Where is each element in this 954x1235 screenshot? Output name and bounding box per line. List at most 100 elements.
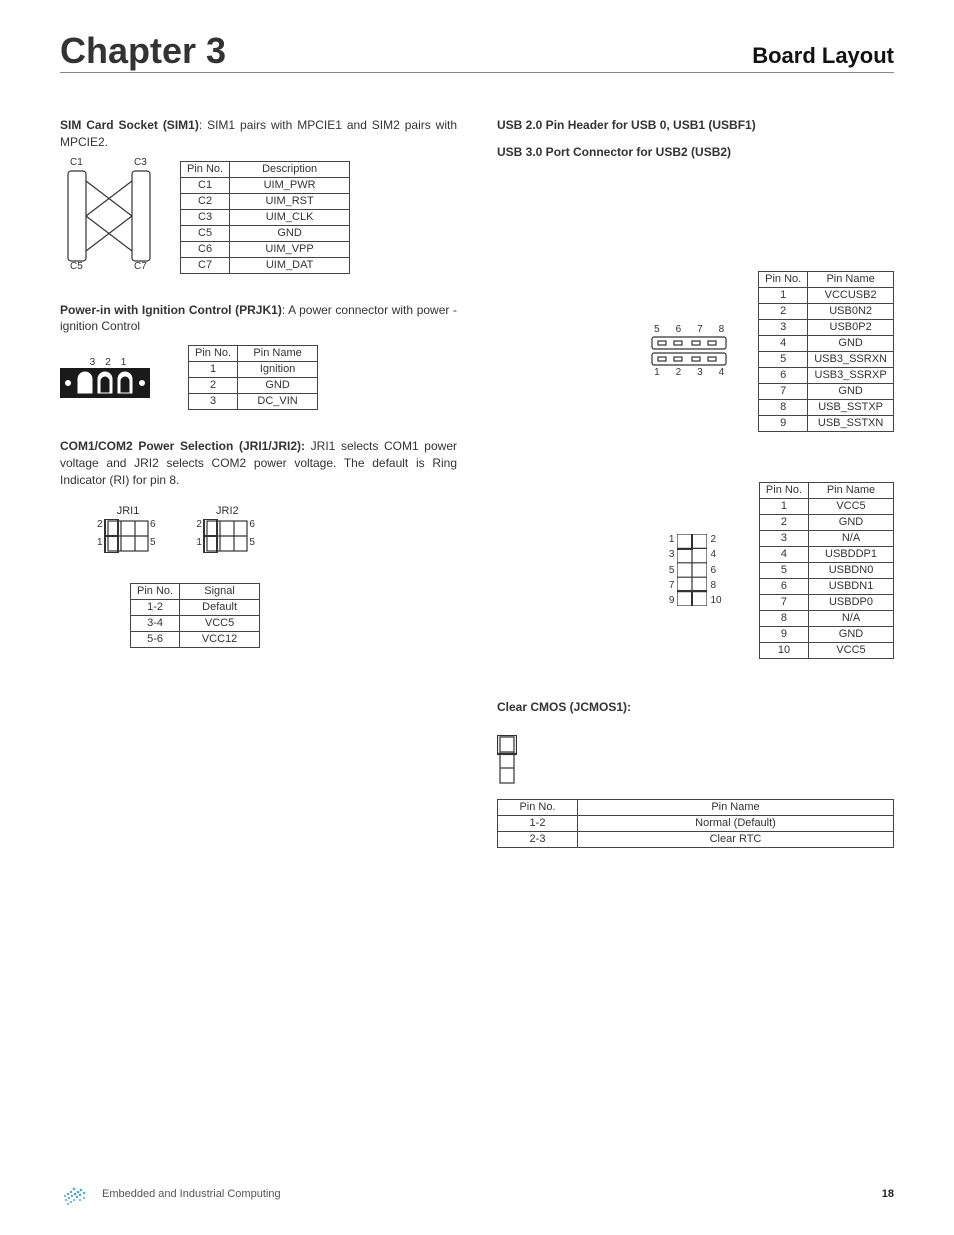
n5: 5 <box>150 537 156 548</box>
sim1-tbody: C1UIM_PWRC2UIM_RSTC3UIM_CLKC5GNDC6UIM_VP… <box>181 177 350 273</box>
r4: 4 <box>710 549 721 560</box>
cell: USB0N2 <box>808 303 894 319</box>
cell: N/A <box>809 530 894 546</box>
cell: USBDN0 <box>809 562 894 578</box>
cell: 1-2 <box>131 599 180 615</box>
sim1-c7: C7 <box>134 261 147 272</box>
table-row: 7USBDP0 <box>759 594 893 610</box>
table-row: 10VCC5 <box>759 642 893 658</box>
jri1-diagram: JRI1 2 6 1 <box>100 505 156 553</box>
page-header: Chapter 3 Board Layout <box>60 30 894 73</box>
cell: USB0P2 <box>808 319 894 335</box>
usbf1-tbody: 1VCCUSB22USB0N23USB0P24GND5USB3_SSRXN6US… <box>759 287 894 431</box>
prjk1-text: Power-in with Ignition Control (PRJK1): … <box>60 302 457 336</box>
jri2-label: JRI2 <box>199 505 255 517</box>
sim1-section: SIM Card Socket (SIM1): SIM1 pairs with … <box>60 117 457 274</box>
cell: 4 <box>759 546 808 562</box>
table-row: 8USB_SSTXP <box>759 399 894 415</box>
b3: 3 <box>697 367 703 378</box>
cell: 4 <box>759 335 808 351</box>
table-row: 2-3Clear RTC <box>498 832 894 848</box>
usbf1-line2: USB 3.0 Port Connector for USB2 (USB2) <box>497 144 894 161</box>
cell: 1 <box>759 498 808 514</box>
cell: USBDP0 <box>809 594 894 610</box>
cell: 1 <box>189 362 238 378</box>
cell: N/A <box>809 610 894 626</box>
cell: DC_VIN <box>238 394 318 410</box>
sim1-c1: C1 <box>70 157 83 168</box>
n6b: 6 <box>249 519 255 530</box>
cell: 9 <box>759 626 808 642</box>
prjk1-table: Pin No.Pin Name 1Ignition2GND3DC_VIN <box>188 345 318 410</box>
cell: 3-4 <box>131 615 180 631</box>
table-row: 6USB3_SSRXP <box>759 367 894 383</box>
cell: GND <box>808 383 894 399</box>
cell: UIM_DAT <box>230 257 350 273</box>
r8: 8 <box>710 580 721 591</box>
th: Pin No. <box>759 271 808 287</box>
cell: VCC5 <box>809 642 894 658</box>
jri-section: COM1/COM2 Power Selection (JRI1/JRI2): J… <box>60 438 457 647</box>
cell: C1 <box>181 177 230 193</box>
t7: 7 <box>697 324 703 335</box>
th: Pin Name <box>578 800 894 816</box>
cell: VCC5 <box>809 498 894 514</box>
cell: 1 <box>759 287 808 303</box>
r10: 10 <box>710 595 721 606</box>
sim1-text: SIM Card Socket (SIM1): SIM1 pairs with … <box>60 117 457 151</box>
cell: 9 <box>759 415 808 431</box>
cell: GND <box>809 626 894 642</box>
usb10-table: Pin No.Pin Name 1VCC52GND3N/A4USBDDP15US… <box>759 482 894 659</box>
n2: 2 <box>97 519 103 530</box>
table-row: 3DC_VIN <box>189 394 318 410</box>
jri1-label: JRI1 <box>100 505 156 517</box>
cell: GND <box>238 378 318 394</box>
cell: 1-2 <box>498 816 578 832</box>
usbf1-diagram: 5 6 7 8 1 <box>650 324 728 378</box>
cell: 6 <box>759 578 808 594</box>
cell: C5 <box>181 225 230 241</box>
table-row: 1VCC5 <box>759 498 893 514</box>
table-row: 1-2Normal (Default) <box>498 816 894 832</box>
l7: 7 <box>669 580 675 591</box>
table-row: C6UIM_VPP <box>181 241 350 257</box>
jcmos-table: Pin No.Pin Name 1-2Normal (Default)2-3Cl… <box>497 799 894 848</box>
cell: 3 <box>759 319 808 335</box>
th: Pin Name <box>809 482 894 498</box>
p3: 3 <box>90 357 96 368</box>
table-row: 3N/A <box>759 530 893 546</box>
page-number: 18 <box>882 1188 894 1200</box>
table-row: 3USB0P2 <box>759 319 894 335</box>
th: Pin No. <box>181 161 230 177</box>
cell: GND <box>230 225 350 241</box>
cell: USB3_SSRXN <box>808 351 894 367</box>
cell: USB3_SSRXP <box>808 367 894 383</box>
jcmos-tbody: 1-2Normal (Default)2-3Clear RTC <box>498 816 894 848</box>
cell: USB_SSTXP <box>808 399 894 415</box>
cell: Normal (Default) <box>578 816 894 832</box>
th: Signal <box>180 583 260 599</box>
l3: 3 <box>669 549 675 560</box>
table-row: 8N/A <box>759 610 893 626</box>
table-row: 6USBDN1 <box>759 578 893 594</box>
cell: C2 <box>181 193 230 209</box>
cell: UIM_VPP <box>230 241 350 257</box>
l5: 5 <box>669 565 675 576</box>
usbf1-line1: USB 2.0 Pin Header for USB 0, USB1 (USBF… <box>497 117 894 134</box>
n2b: 2 <box>196 519 202 530</box>
table-row: C1UIM_PWR <box>181 177 350 193</box>
cell: C6 <box>181 241 230 257</box>
table-row: 9USB_SSTXN <box>759 415 894 431</box>
cell: USBDN1 <box>809 578 894 594</box>
cell: 7 <box>759 383 808 399</box>
l9: 9 <box>669 595 675 606</box>
n5b: 5 <box>249 537 255 548</box>
page-footer: Embedded and Industrial Computing 18 <box>60 1178 894 1210</box>
table-row: 4USBDDP1 <box>759 546 893 562</box>
th: Pin Name <box>808 271 894 287</box>
cell: 5 <box>759 351 808 367</box>
cell: 2 <box>189 378 238 394</box>
l1: 1 <box>669 534 675 545</box>
usb10-diagram: 1 3 5 7 9 <box>669 534 729 606</box>
table-row: 4GND <box>759 335 894 351</box>
